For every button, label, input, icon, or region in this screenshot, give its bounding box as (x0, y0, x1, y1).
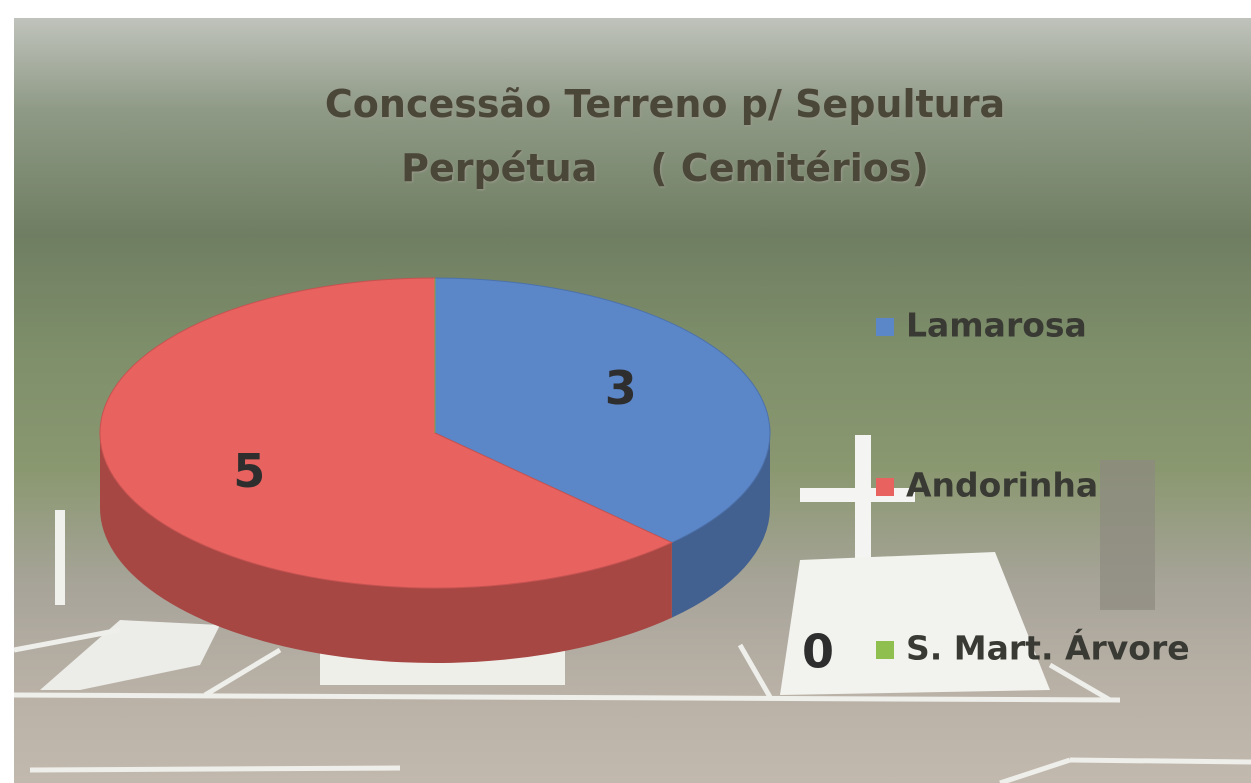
legend-marker (876, 641, 894, 659)
pie-slice (99, 277, 674, 589)
pie-side (671, 433, 770, 618)
pie-side (100, 433, 672, 664)
legend-marker (876, 318, 894, 336)
data-label: 5 (233, 444, 265, 498)
data-label: 0 (802, 625, 834, 679)
chart-title: Concessão Terreno p/ Sepultura Perpétua … (324, 82, 1019, 190)
legend-marker (876, 478, 894, 496)
legend-label: S. Mart. Árvore (906, 628, 1190, 668)
legend-label: Andorinha (906, 466, 1098, 505)
legend-label: Lamarosa (906, 306, 1087, 345)
pie-slice (434, 277, 771, 544)
data-label: 3 (605, 361, 637, 415)
